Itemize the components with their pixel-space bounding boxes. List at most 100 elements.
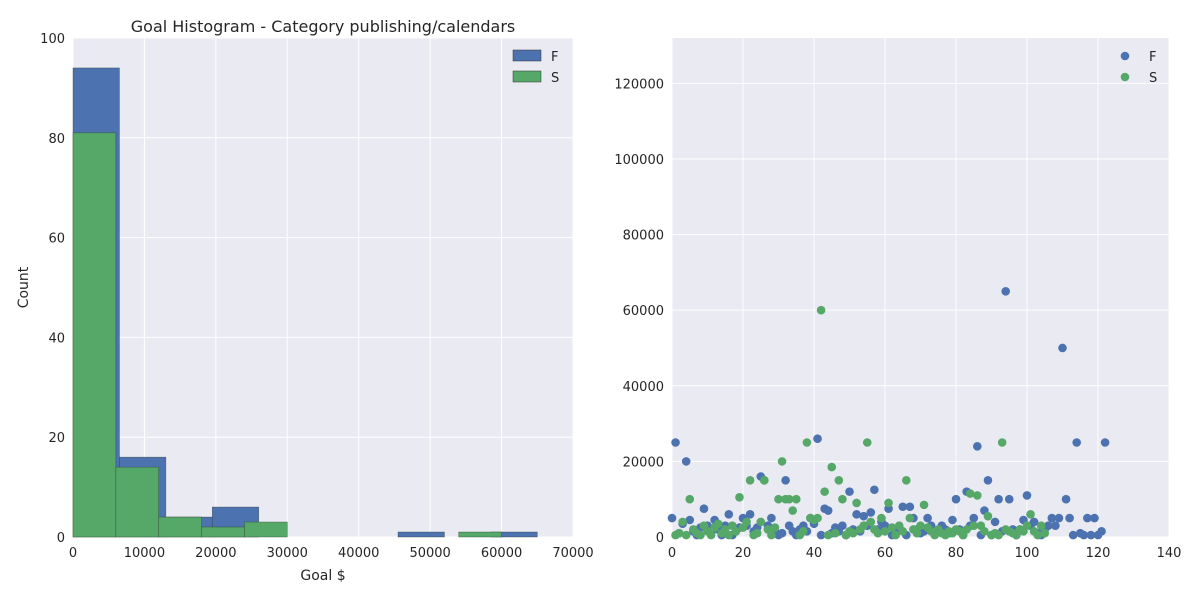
scatter-point-S [983, 511, 993, 521]
scatter-point-S [905, 513, 915, 523]
scatter-point-F [990, 517, 1000, 527]
scatter-point-S [685, 494, 695, 504]
legend-label-F: F [551, 50, 558, 65]
scatter-point-S [713, 519, 723, 529]
legend-marker-S [1120, 72, 1130, 82]
scatter-point-S [767, 530, 776, 540]
scatter-point-F [859, 511, 868, 521]
scatter-point-F [777, 528, 787, 538]
y-tick-label: 60 [48, 232, 65, 247]
y-tick-label: 100 [40, 32, 65, 47]
scatter-point-F [845, 487, 854, 496]
scatter-point-F [994, 494, 1003, 504]
scatter-point-S [884, 498, 893, 508]
scatter-point-S [784, 494, 794, 504]
scatter-point-F [951, 494, 961, 504]
scatter-point-S [724, 530, 734, 540]
scatter-point-S [742, 517, 751, 527]
scatter-point-S [1026, 510, 1035, 519]
scatter-point-S [770, 523, 780, 532]
scatter-point-F [745, 510, 755, 519]
scatter-point-F [1068, 530, 1078, 540]
scatter-point-F [724, 510, 734, 519]
y-tick-label: 40000 [623, 380, 664, 395]
scatter-point-S [852, 498, 861, 508]
scatter-point-S [848, 528, 858, 538]
x-tick-label: 20 [735, 546, 752, 561]
plot-background [672, 38, 1169, 537]
scatter-point-S [965, 489, 975, 498]
scatter-point-S [802, 438, 812, 447]
scatter-point-F [866, 508, 876, 517]
scatter-point-F [816, 530, 826, 540]
scatter-point-F [1022, 491, 1032, 500]
scatter-point-F [1051, 521, 1060, 530]
scatter-point-F [905, 502, 915, 512]
x-tick-label: 80 [948, 546, 965, 561]
legend-label-F: F [1149, 50, 1156, 65]
scatter-point-S [862, 438, 872, 447]
y-tick-label: 80 [48, 132, 65, 147]
scatter-point-S [873, 528, 883, 538]
scatter-point-F [973, 441, 982, 451]
scatter-point-S [912, 528, 922, 538]
y-tick-label: 40 [48, 331, 65, 346]
scatter-point-S [834, 475, 844, 485]
scatter-point-S [791, 494, 801, 504]
y-axis-label: Count [16, 266, 32, 308]
scatter-point-S [980, 527, 989, 536]
scatter-point-S [760, 475, 769, 485]
scatter-point-F [1058, 343, 1067, 353]
plot-background [73, 38, 573, 537]
scatter-point-S [745, 475, 755, 485]
scatter-point-S [816, 305, 826, 315]
histogram-bar-S [72, 132, 117, 538]
scatter-point-S [1022, 521, 1032, 530]
histogram-panel: 0 10000 20000 30000 40000 50000 60000 70000 0 20 4… [16, 17, 594, 584]
scatter-point-F [983, 475, 993, 485]
scatter-point-S [994, 530, 1003, 540]
scatter-point-F [1054, 513, 1064, 523]
scatter-point-S [799, 527, 808, 536]
scatter-point-S [827, 462, 837, 472]
scatter-point-S [735, 493, 744, 502]
x-axis-label: Goal $ [300, 568, 345, 584]
x-tick-label: 100 [1015, 546, 1040, 561]
scatter-point-S [813, 513, 822, 523]
scatter-point-S [696, 530, 705, 540]
y-tick-label: 20000 [623, 455, 664, 470]
histogram-bar-F [397, 531, 445, 538]
legend-label-S: S [551, 71, 559, 86]
scatter-point-S [752, 528, 762, 538]
scatter-point-F [699, 504, 709, 513]
scatter-point-S [706, 530, 716, 540]
scatter-point-F [1047, 513, 1057, 523]
scatter-point-S [919, 500, 929, 510]
histogram-bar-S [158, 516, 202, 538]
scatter-point-F [667, 513, 677, 523]
scatter-point-S [859, 521, 868, 530]
scatter-point-F [870, 485, 879, 495]
scatter-point-S [823, 530, 833, 540]
scatter-point-S [838, 494, 847, 504]
scatter-point-S [1036, 521, 1046, 530]
y-tick-label: 20 [48, 431, 65, 446]
x-tick-label: 140 [1157, 546, 1182, 561]
scatter-point-F [685, 515, 695, 525]
scatter-point-S [916, 521, 925, 530]
scatter-point-S [756, 517, 766, 527]
scatter-point-S [902, 475, 911, 485]
scatter-point-S [678, 517, 687, 527]
scatter-point-S [774, 494, 783, 504]
scatter-point-S [681, 530, 691, 540]
x-tick-label: 50000 [409, 546, 450, 561]
scatter-point-F [1072, 438, 1081, 447]
scatter-point-S [962, 525, 971, 534]
scatter-panel: 0 20 40 60 80 100 120 140 0 20000 40000 60000 80000 1… [614, 38, 1181, 561]
scatter-point-S [969, 521, 979, 530]
x-tick-label: 40000 [338, 546, 379, 561]
scatter-point-S [866, 517, 876, 527]
x-tick-label: 30000 [267, 546, 308, 561]
scatter-point-F [681, 457, 691, 466]
